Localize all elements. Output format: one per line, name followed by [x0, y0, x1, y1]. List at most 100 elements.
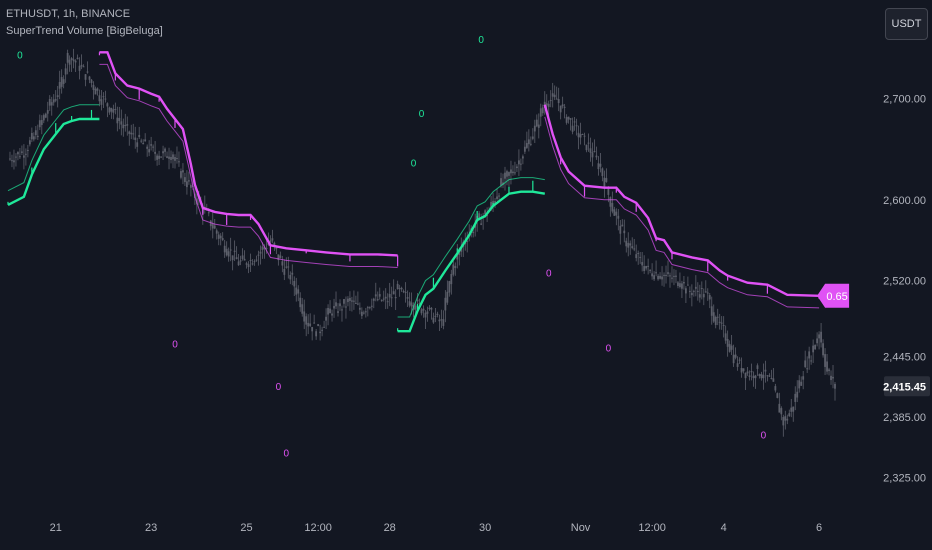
candle-body — [665, 274, 667, 276]
candle-body — [504, 172, 506, 179]
candle-body — [708, 295, 711, 300]
candle-body — [122, 124, 125, 129]
candle-body — [782, 417, 785, 426]
candle-body — [746, 371, 749, 374]
candle-body — [434, 315, 437, 317]
candle-body — [681, 283, 683, 289]
candle-body — [726, 338, 729, 347]
candle-body — [285, 266, 288, 268]
candle-body — [585, 144, 588, 151]
candle-body — [832, 376, 834, 379]
bear-volume-label: 0 — [546, 269, 552, 280]
candle-body — [271, 238, 274, 241]
candle-body — [551, 93, 554, 97]
time-tick-label: 25 — [240, 522, 252, 534]
candle-body — [436, 313, 439, 316]
supertrend-bear-line — [99, 51, 398, 257]
supertrend-band-line — [99, 63, 398, 268]
candle-body — [698, 294, 701, 298]
currency-button[interactable]: USDT — [885, 8, 928, 40]
candle-body — [818, 334, 820, 339]
candle-body — [579, 134, 582, 138]
candle-body — [730, 345, 733, 350]
candle-body — [484, 210, 487, 215]
candle-body — [569, 118, 572, 120]
candle-body — [452, 264, 455, 275]
candle-body — [659, 275, 661, 279]
time-axis: 21 23 25 12:00 28 30 Nov 12:00 4 6 — [50, 522, 823, 534]
candle-body — [597, 163, 600, 170]
candle-body — [156, 155, 158, 160]
price-tick-label: 2,385.00 — [883, 412, 926, 424]
candle-body — [229, 249, 232, 251]
price-tick-label: 2,445.00 — [883, 351, 926, 363]
candle-body — [15, 156, 17, 158]
candle-body — [170, 156, 172, 160]
candle-body — [259, 251, 262, 254]
candle-body — [609, 197, 612, 207]
candle-body — [796, 391, 799, 398]
candle-body — [384, 296, 387, 299]
candle-body — [38, 120, 41, 128]
candle-body — [114, 109, 117, 111]
candle-body — [696, 290, 699, 292]
candle-body — [9, 158, 11, 160]
candle-body — [162, 151, 164, 154]
candle-body — [432, 317, 435, 323]
candle-body — [315, 331, 318, 337]
candle-body — [146, 146, 149, 149]
candle-body — [444, 297, 447, 311]
candle-body — [508, 172, 510, 176]
candle-body — [519, 163, 522, 165]
indicator-title[interactable]: SuperTrend Volume [BigBeluga] — [6, 25, 163, 37]
candle-body — [712, 312, 715, 322]
candle-body — [752, 375, 755, 379]
candle-body — [287, 266, 290, 268]
candle-body — [577, 132, 580, 138]
candle-body — [776, 393, 779, 398]
candle-body — [613, 209, 616, 216]
candle-body — [679, 283, 681, 287]
candle-body — [30, 132, 33, 140]
candle-body — [380, 299, 383, 301]
symbol-title[interactable]: ETHUSDT, 1h, BINANCE — [6, 8, 131, 20]
candle-body — [589, 148, 592, 153]
candle-body — [521, 156, 524, 159]
candle-body — [174, 157, 176, 161]
candle-body — [293, 281, 296, 287]
candle-body — [40, 120, 43, 125]
candle-body — [772, 378, 775, 382]
candle-body — [748, 375, 751, 377]
candle-body — [366, 307, 369, 309]
candle-body — [587, 142, 590, 144]
supertrend-band-line — [7, 104, 100, 192]
price-tick-label: 2,700.00 — [883, 94, 926, 106]
candle-body — [116, 117, 119, 124]
candle-body — [251, 263, 254, 265]
candle-body — [537, 124, 540, 128]
candle-body — [794, 393, 797, 402]
candle-body — [52, 99, 55, 103]
candle-body — [160, 156, 162, 158]
candle-body — [718, 321, 721, 323]
candle-body — [426, 311, 429, 314]
candle-body — [816, 338, 819, 344]
candle-body — [396, 283, 399, 290]
supertrend-bull-line — [397, 190, 545, 333]
candle-body — [808, 351, 811, 359]
candle-body — [784, 416, 787, 421]
candle-body — [313, 322, 316, 324]
price-tick-label: 2,600.00 — [883, 195, 926, 207]
candle-body — [631, 246, 634, 249]
candle-body — [527, 139, 530, 145]
candle-body — [539, 108, 542, 117]
candle-body — [661, 276, 663, 280]
candle-body — [343, 299, 345, 304]
candle-body — [448, 281, 451, 293]
candle-body — [714, 316, 717, 326]
candle-body — [368, 307, 371, 309]
candle-body — [225, 248, 228, 256]
candle-body — [140, 140, 143, 142]
candle-body — [74, 60, 77, 63]
